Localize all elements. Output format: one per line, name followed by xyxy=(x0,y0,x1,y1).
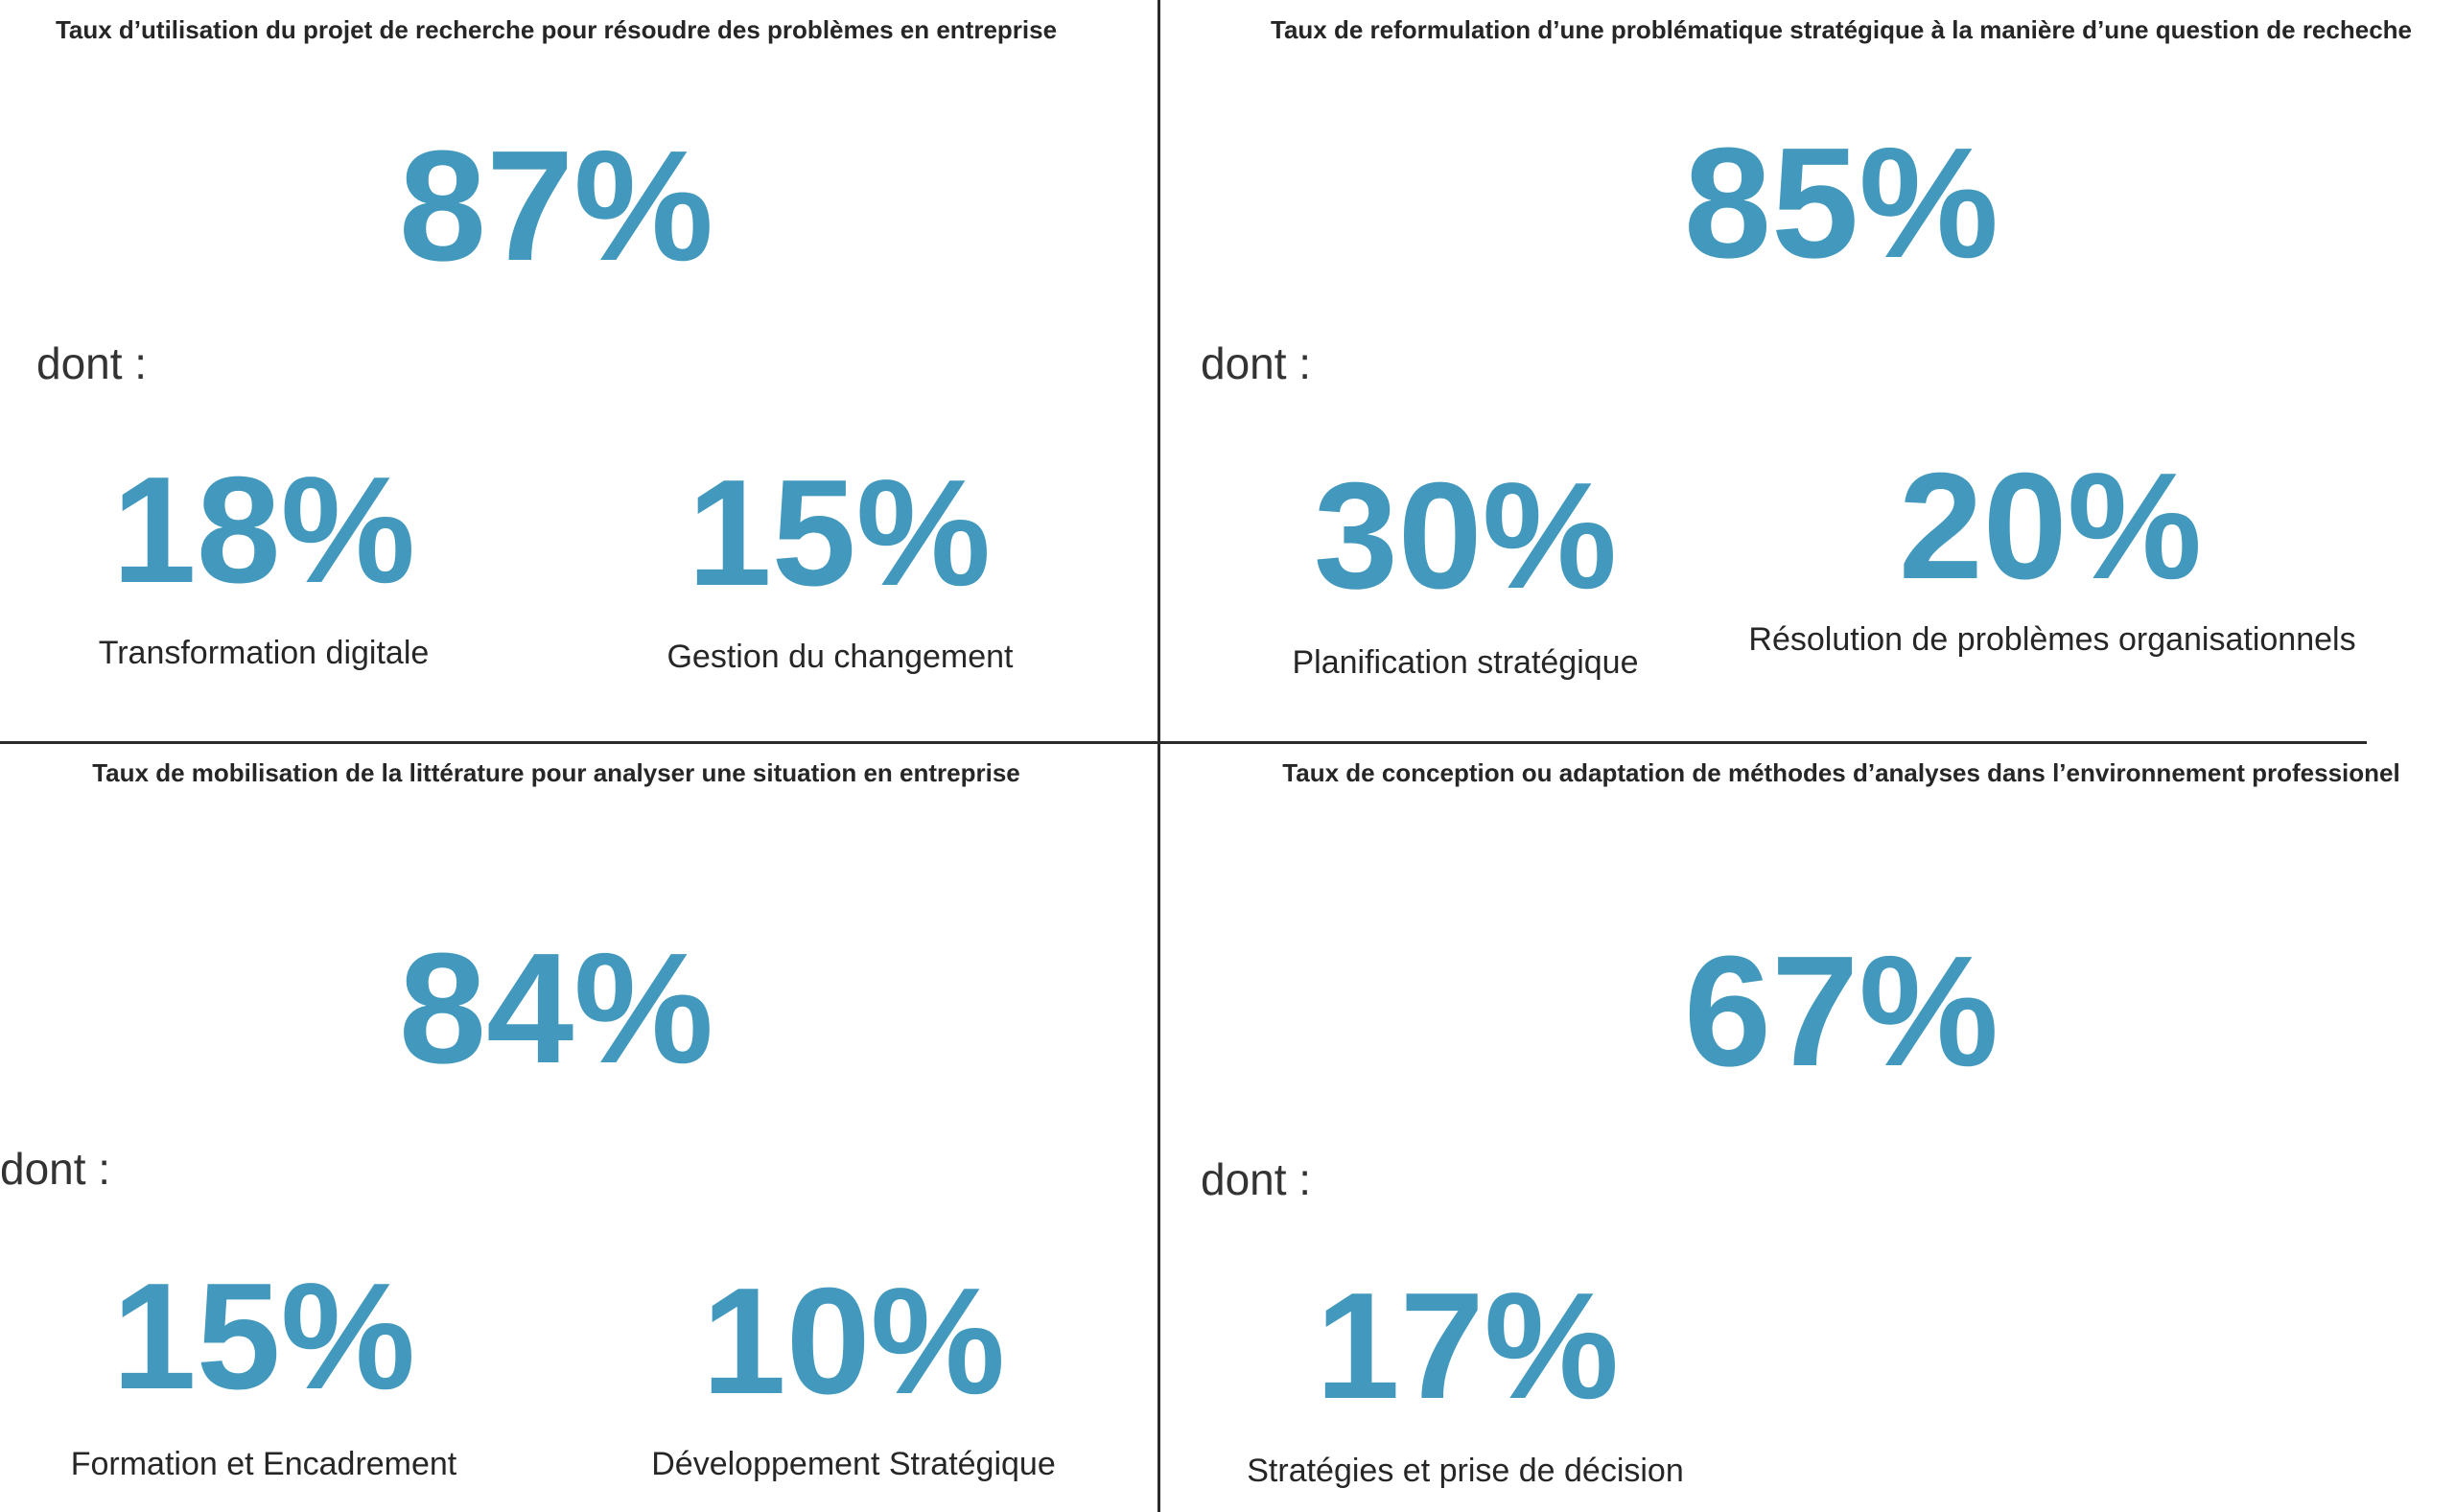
horizontal-divider-left xyxy=(0,741,1158,744)
dont-label: dont : xyxy=(1201,338,1312,388)
sub-label-2: Gestion du changement xyxy=(666,639,1014,675)
sub-label-1: Transformation digitale xyxy=(98,635,430,671)
vertical-divider xyxy=(1157,0,1160,1512)
sub-label-1: Formation et Encadrement xyxy=(70,1446,457,1482)
dont-label: dont : xyxy=(1201,1154,1312,1204)
main-rate: 87% xyxy=(398,118,714,293)
panel-title: Taux d’utilisation du projet de recherch… xyxy=(55,15,1058,44)
sub-rate-1: 18% xyxy=(111,446,416,615)
sub-rate-2: 20% xyxy=(1898,442,2203,611)
panel-title: Taux de reformulation d’une problématiqu… xyxy=(1271,15,2412,44)
sub-rate-2: 10% xyxy=(701,1257,1006,1426)
sub-label-2: Développement Stratégique xyxy=(651,1446,1056,1482)
sub-rate-1: 30% xyxy=(1313,452,1618,620)
main-rate: 67% xyxy=(1683,923,1999,1099)
stat-panel-research-project-usage: Taux d’utilisation du projet de recherch… xyxy=(0,0,1158,741)
stat-panel-problem-reformulation: Taux de reformulation d’une problématiqu… xyxy=(1160,0,2455,741)
sub-label-1: Planification stratégique xyxy=(1292,644,1639,681)
main-rate: 84% xyxy=(398,920,714,1096)
panel-title: Taux de mobilisation de la littérature p… xyxy=(92,758,1020,787)
main-rate: 85% xyxy=(1683,115,1999,291)
panel-title: Taux de conception ou adaptation de méth… xyxy=(1282,758,2400,787)
dont-label: dont : xyxy=(36,338,148,388)
stat-panel-literature-mobilisation: Taux de mobilisation de la littérature p… xyxy=(0,743,1158,1512)
dont-label: dont : xyxy=(0,1144,111,1194)
sub-rate-1: 17% xyxy=(1315,1262,1620,1431)
horizontal-divider-right xyxy=(1160,741,2367,744)
sub-label-1: Stratégies et prise de décision xyxy=(1247,1453,1684,1489)
sub-rate-1: 15% xyxy=(111,1252,416,1421)
sub-rate-2: 15% xyxy=(687,449,992,617)
stat-panel-method-design: Taux de conception ou adaptation de méth… xyxy=(1160,743,2455,1512)
sub-label-2: Résolution de problèmes organisationnels xyxy=(1748,621,2356,658)
